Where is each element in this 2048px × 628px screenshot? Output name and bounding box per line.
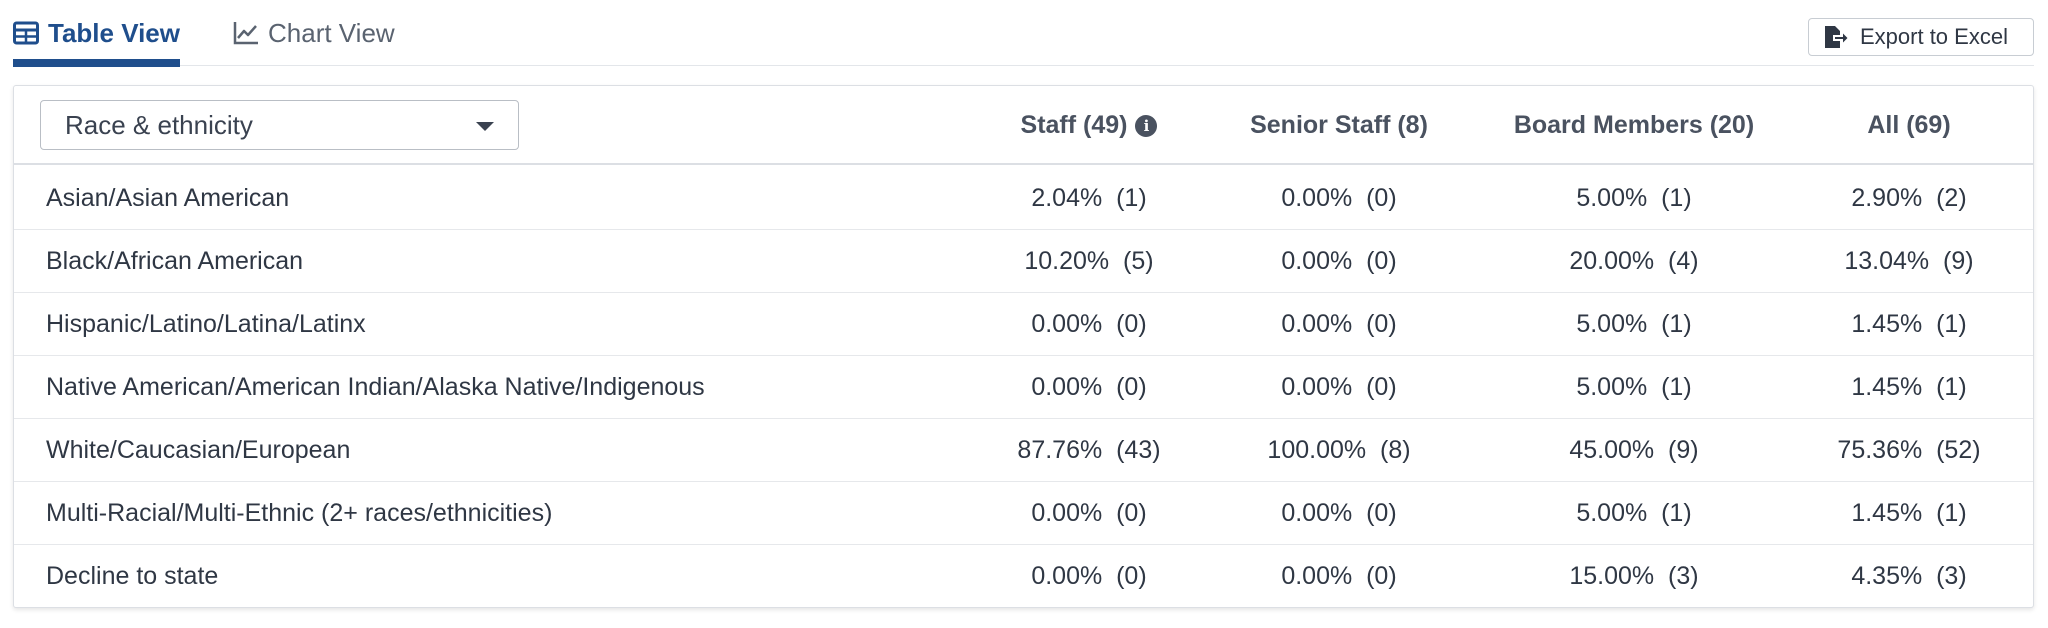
cell-staff: 0.00% (0) [1031,499,1147,527]
line-chart-icon [233,22,258,45]
cell-staff: 0.00% (0) [1031,373,1147,401]
cell-senior-staff: 0.00% (0) [1281,562,1397,590]
file-export-icon [1825,26,1848,48]
cell-board-members: 5.00% (1) [1576,184,1692,212]
category-select-value: Race & ethnicity [65,109,253,140]
table-row: Decline to state 0.00% (0) 0.00% (0) 15.… [14,545,2033,608]
cell-all: 1.45% (1) [1851,499,1967,527]
cell-staff: 0.00% (0) [1031,562,1147,590]
cell-board-members: 15.00% (3) [1569,562,1699,590]
cell-all: 75.36% (52) [1837,436,1981,464]
cell-all: 1.45% (1) [1851,373,1967,401]
tab-chart-view[interactable]: Chart View [233,0,395,66]
cell-all: 2.90% (2) [1851,184,1967,212]
cell-all: 4.35% (3) [1851,562,1967,590]
cell-all: 13.04% (9) [1844,247,1974,275]
table-row: Multi-Racial/Multi-Ethnic (2+ races/ethn… [14,482,2033,545]
cell-senior-staff: 100.00% (8) [1267,436,1411,464]
cell-staff: 0.00% (0) [1031,310,1147,338]
table-row: Asian/Asian American 2.04% (1) 0.00% (0)… [14,167,2033,230]
table-header: Race & ethnicity Staff (49) i Senior Sta… [14,86,2033,165]
cell-senior-staff: 0.00% (0) [1281,373,1397,401]
category-select[interactable]: Race & ethnicity [40,100,519,150]
demographics-table: Race & ethnicity Staff (49) i Senior Sta… [13,85,2034,608]
cell-board-members: 5.00% (1) [1576,373,1692,401]
cell-board-members: 5.00% (1) [1576,499,1692,527]
table-icon [13,21,39,45]
export-button-label: Export to Excel [1860,24,2008,49]
row-label: Black/African American [46,247,304,275]
row-label: Hispanic/Latino/Latina/Latinx [46,310,366,338]
export-to-excel-button[interactable]: Export to Excel [1808,18,2034,56]
cell-board-members: 45.00% (9) [1569,436,1699,464]
column-header-board-members-label: Board Members (20) [1513,111,1755,139]
chevron-down-icon [476,122,494,131]
row-label: Multi-Racial/Multi-Ethnic (2+ races/ethn… [46,499,553,527]
cell-board-members: 5.00% (1) [1576,310,1692,338]
cell-senior-staff: 0.00% (0) [1281,310,1397,338]
cell-senior-staff: 0.00% (0) [1281,184,1397,212]
tab-table-view-label: Table View [48,17,180,48]
row-label: Decline to state [46,562,219,590]
column-header-senior-staff: Senior Staff (8) [1214,86,1464,165]
tab-table-view[interactable]: Table View [13,0,180,67]
table-row: Hispanic/Latino/Latina/Latinx 0.00% (0) … [14,293,2033,356]
cell-senior-staff: 0.00% (0) [1281,499,1397,527]
cell-staff: 2.04% (1) [1031,184,1147,212]
info-icon[interactable]: i [1135,114,1158,137]
tab-chart-view-label: Chart View [268,17,395,48]
column-header-staff-label: Staff (49) [1020,111,1128,139]
table-row: White/Caucasian/European 87.76% (43) 100… [14,419,2033,482]
table-row: Native American/American Indian/Alaska N… [14,356,2033,419]
column-header-all-label: All (69) [1867,111,1951,139]
cell-all: 1.45% (1) [1851,310,1967,338]
row-label: Native American/American Indian/Alaska N… [46,373,705,401]
cell-staff: 10.20% (5) [1024,247,1154,275]
cell-board-members: 20.00% (4) [1569,247,1699,275]
view-tab-bar: Table View Chart View Export to Excel [13,0,2034,67]
column-header-board-members: Board Members (20) [1484,86,1784,165]
row-label: White/Caucasian/European [46,436,351,464]
column-header-senior-staff-label: Senior Staff (8) [1250,111,1428,139]
column-header-staff: Staff (49) i [974,86,1204,165]
cell-staff: 87.76% (43) [1017,436,1161,464]
column-header-all: All (69) [1804,86,2014,165]
table-row: Black/African American 10.20% (5) 0.00% … [14,230,2033,293]
row-label: Asian/Asian American [46,184,290,212]
cell-senior-staff: 0.00% (0) [1281,247,1397,275]
